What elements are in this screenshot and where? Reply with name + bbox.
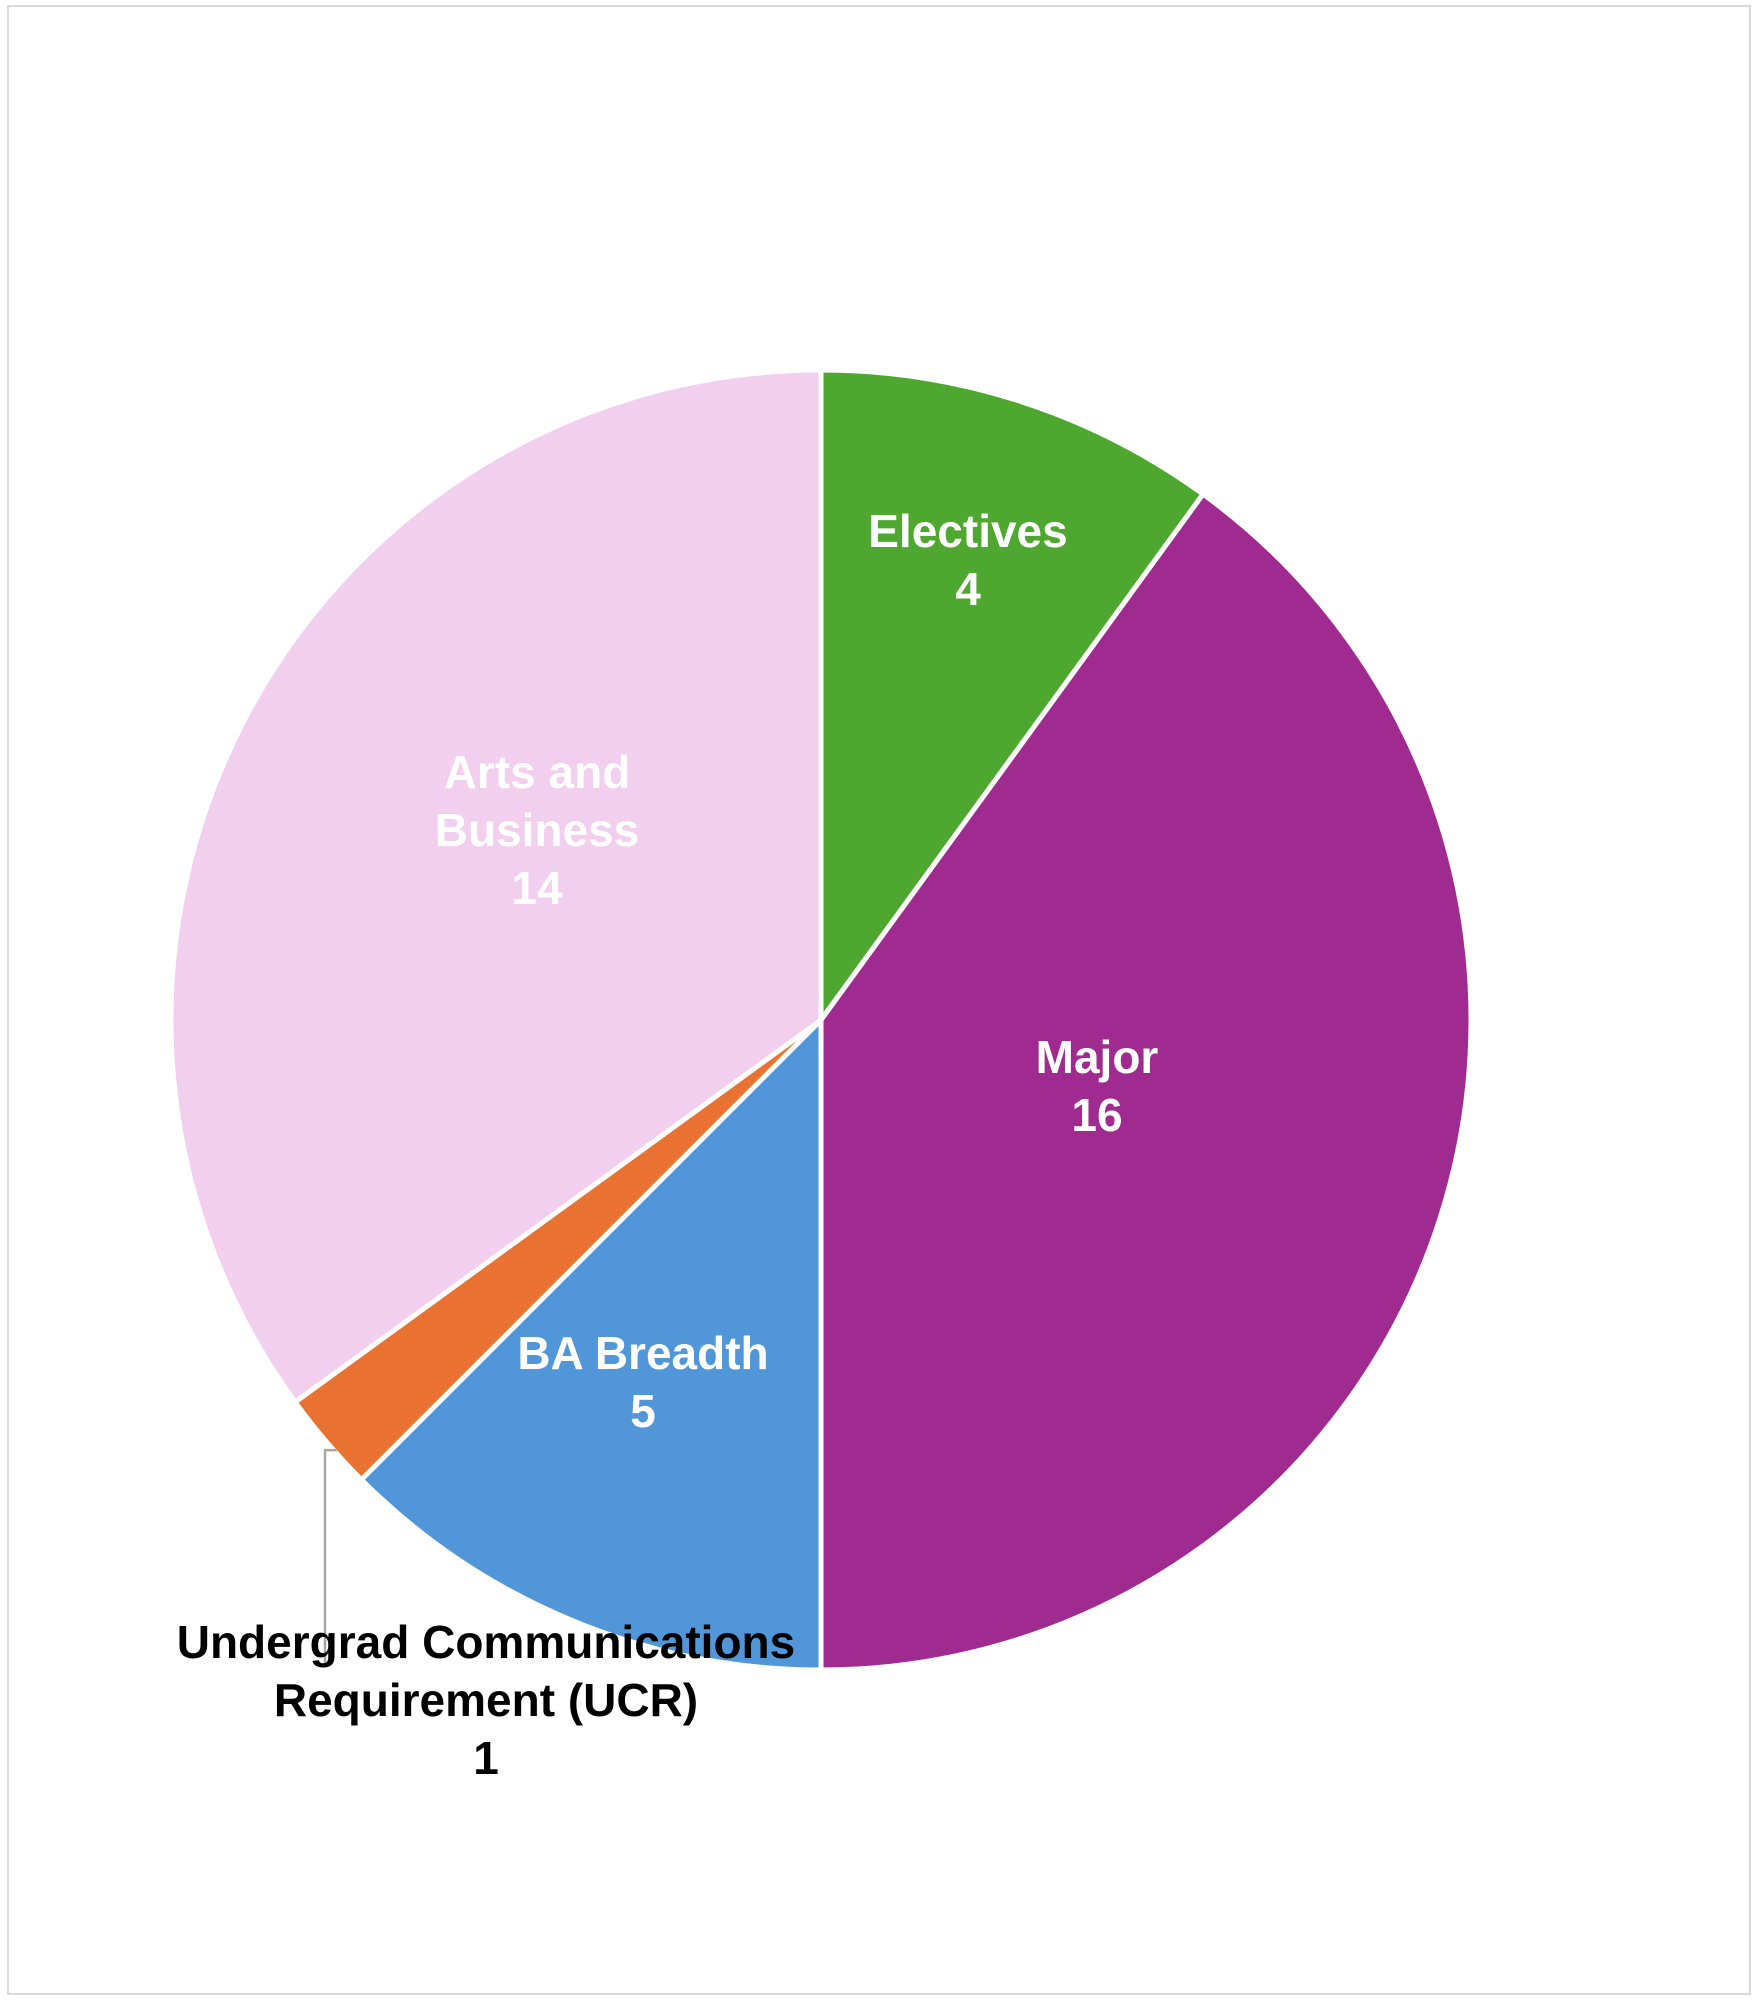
- data-label-text: Business: [435, 804, 640, 856]
- data-label-text: Electives: [868, 505, 1067, 557]
- data-label-text: Arts and: [444, 746, 631, 798]
- data-label-value: 1: [473, 1732, 499, 1784]
- data-label-value: 4: [955, 563, 981, 615]
- pie-slice-ba-breadth: [358, 1017, 824, 1673]
- leader-lines: [323, 1448, 337, 1666]
- leader-line-undergrad-communications-requirement-ucr: [323, 1448, 337, 1666]
- data-label-text: BA Breadth: [517, 1327, 768, 1379]
- data-label-text: Undergrad Communications: [177, 1616, 796, 1668]
- pie-slices: [168, 367, 1474, 1673]
- pie-slice-electives: [818, 367, 1206, 1023]
- data-label-text: Major: [1036, 1031, 1159, 1083]
- data-label-text: Requirement (UCR): [274, 1674, 698, 1726]
- data-labels: Electives 4 Major 16 BA Breadth 5 Undergrad Co…: [177, 505, 1159, 1784]
- data-label-electives: Electives 4: [868, 505, 1067, 615]
- data-label-undergrad-communications-requirement-ucr: Undergrad Communications Requirement (UCR…: [177, 1616, 796, 1784]
- pie-slice-major: [818, 491, 1474, 1673]
- data-label-value: 16: [1071, 1089, 1122, 1141]
- data-label-arts-and-business: Arts and Business 14: [435, 746, 640, 914]
- data-label-value: 14: [511, 862, 563, 914]
- data-label-value: 5: [630, 1385, 656, 1437]
- data-label-ba-breadth: BA Breadth 5: [517, 1327, 768, 1437]
- pie-slice-arts-and-business: [168, 367, 824, 1405]
- data-label-major: Major 16: [1036, 1031, 1159, 1141]
